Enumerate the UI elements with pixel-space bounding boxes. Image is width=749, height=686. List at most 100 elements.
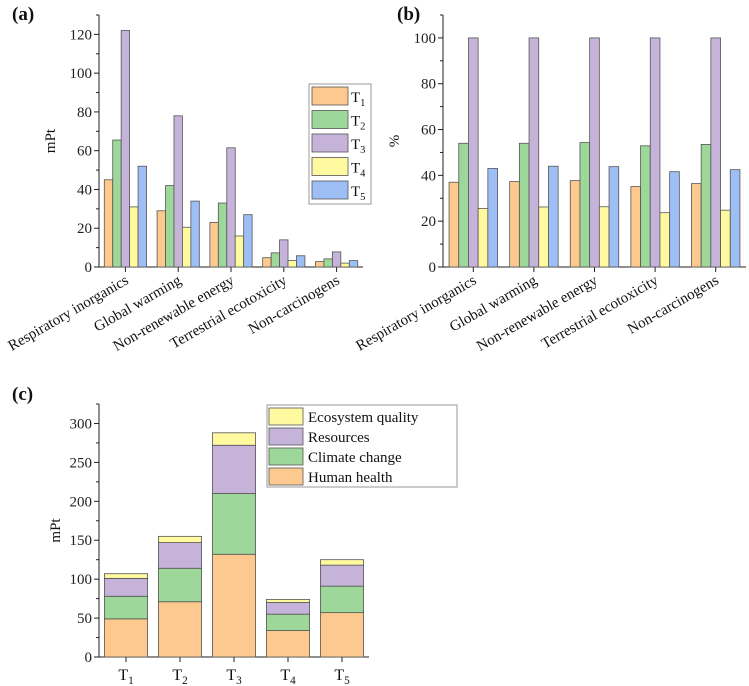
- y-tick-label: 200: [70, 494, 93, 510]
- x-tick-label: Non-carcinogens: [246, 273, 343, 338]
- bar-segment-cc: [265, 613, 310, 631]
- bar-segment-res: [211, 444, 256, 494]
- bar-T5: [243, 214, 253, 268]
- y-tick-label: 120: [70, 27, 93, 43]
- bar-T3: [649, 37, 661, 268]
- bar-T1: [691, 183, 702, 268]
- bar-segment-hh: [104, 618, 149, 658]
- bar-T1: [448, 181, 460, 268]
- legend-label-T4-sub: 4: [360, 169, 366, 180]
- y-tick-label: 0: [85, 650, 93, 666]
- bar-segment-cc: [157, 567, 202, 603]
- bar-segment-cc: [104, 595, 149, 620]
- bar-segment-res: [265, 602, 310, 615]
- panel-label: (b): [397, 4, 420, 25]
- bar-T2: [700, 144, 712, 268]
- legend-swatch-res: [268, 427, 304, 446]
- bar-T1: [630, 186, 641, 268]
- bar-T4: [598, 206, 610, 268]
- legend-label-T1: T1: [351, 90, 365, 109]
- bar-T3: [331, 251, 342, 268]
- bar-T1: [156, 210, 166, 268]
- bar-T4: [340, 262, 350, 268]
- legend-swatch-T5: [311, 180, 349, 200]
- bar-T4: [182, 226, 192, 268]
- bar-segment-eco: [157, 535, 202, 543]
- bar-T3: [120, 30, 131, 268]
- bar-T2: [458, 142, 469, 268]
- y-axis-title: %: [387, 135, 403, 148]
- bar-T2: [112, 139, 122, 268]
- legend-label-T4-base: T: [351, 161, 360, 177]
- y-tick-label: 250: [70, 455, 93, 471]
- legend-swatch-T1: [311, 86, 349, 106]
- x-tick-label-sub: 2: [182, 675, 188, 686]
- bar-T5: [669, 171, 680, 268]
- panel-label: (c): [12, 384, 33, 405]
- bar-T2: [579, 142, 591, 268]
- x-tick-label-base: T: [118, 667, 128, 684]
- panel-label: (a): [12, 4, 34, 25]
- legend-label-hh: Human health: [308, 470, 393, 486]
- legend-label-cc: Climate change: [308, 450, 402, 466]
- bar-T5: [190, 200, 200, 268]
- bar-T1: [209, 222, 219, 268]
- y-tick-label: 80: [421, 77, 436, 93]
- bar-T5: [296, 255, 306, 268]
- bar-T5: [729, 169, 741, 268]
- x-tick-label: T4: [280, 667, 296, 686]
- bar-T4: [720, 209, 731, 268]
- bar-T1: [103, 179, 114, 268]
- bar-T2: [518, 142, 530, 268]
- bar-T3: [468, 37, 479, 268]
- bar-segment-cc: [211, 493, 256, 555]
- y-tick-label: 40: [77, 182, 92, 198]
- y-tick-label: 0: [429, 260, 437, 276]
- y-tick-label: 80: [77, 105, 92, 121]
- legend-label-T2: T2: [351, 114, 365, 133]
- legend-swatch-T2: [311, 110, 349, 129]
- legend-label-T3: T3: [351, 137, 365, 156]
- y-tick-label: 150: [70, 533, 93, 549]
- legend-label-T5-sub: 5: [360, 192, 365, 203]
- y-tick-label: 300: [70, 416, 93, 432]
- bar-T4: [659, 212, 671, 268]
- x-tick-label: T1: [118, 667, 133, 686]
- legend-label-T5-base: T: [351, 184, 360, 200]
- bar-T1: [509, 181, 520, 268]
- legend-swatch-cc: [268, 447, 304, 466]
- x-tick-label-base: T: [172, 667, 182, 684]
- bar-T3: [710, 37, 721, 268]
- bar-segment-hh: [265, 630, 310, 658]
- y-tick-label: 100: [414, 31, 437, 47]
- bar-T4: [287, 260, 297, 268]
- y-axis-title: mPt: [48, 518, 64, 543]
- bar-segment-eco: [319, 559, 364, 566]
- bar-T5: [348, 260, 359, 268]
- legend-label-T1-base: T: [351, 90, 360, 106]
- y-tick-label: 0: [85, 260, 93, 276]
- legend-label-T3-sub: 3: [360, 145, 365, 156]
- bar-T5: [608, 166, 620, 268]
- legend: Ecosystem quality Resources Climate change…: [266, 404, 458, 488]
- bar-T2: [217, 202, 228, 268]
- y-tick-label: 50: [77, 611, 92, 627]
- bar-T1: [262, 257, 272, 268]
- bar-segment-res: [319, 564, 364, 587]
- x-tick-label: T3: [226, 667, 242, 686]
- bar-T2: [323, 258, 333, 268]
- bar-T3: [279, 239, 289, 268]
- y-tick-label: 100: [70, 66, 93, 82]
- x-tick-label-base: T: [334, 667, 344, 684]
- legend-label-T3-base: T: [351, 137, 360, 153]
- y-tick-label: 100: [70, 572, 93, 588]
- legend-swatch-T4: [311, 157, 349, 176]
- x-tick-label-base: T: [280, 667, 290, 684]
- bar-T5: [548, 165, 559, 268]
- legend-label-T2-base: T: [351, 114, 360, 130]
- bar-T4: [477, 208, 489, 268]
